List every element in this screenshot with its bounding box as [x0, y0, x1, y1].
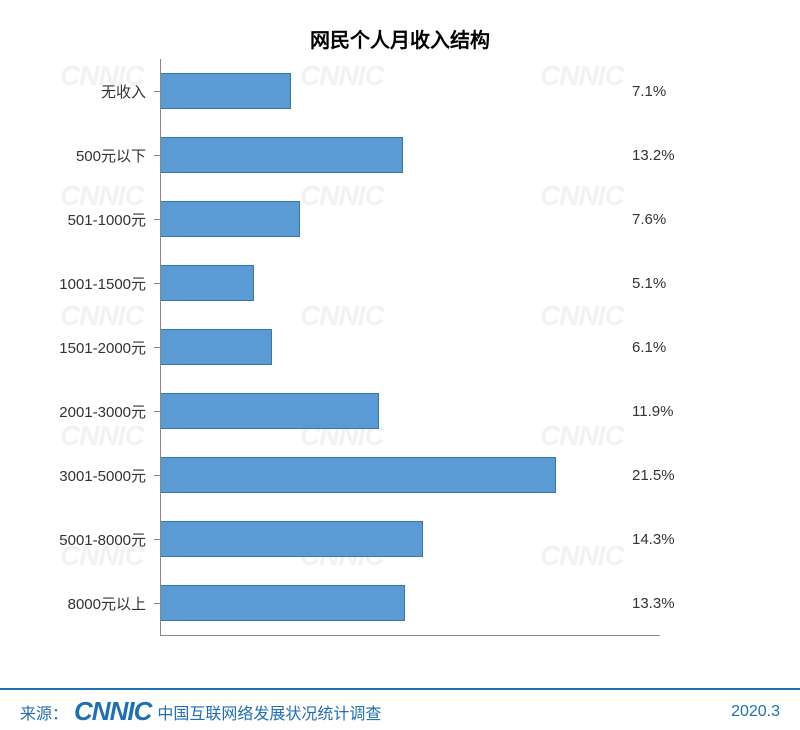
bar: [160, 585, 405, 621]
bar: [160, 329, 272, 365]
y-tick: [154, 603, 160, 604]
y-tick: [154, 475, 160, 476]
category-label: 501-1000元: [0, 209, 160, 230]
y-tick: [154, 347, 160, 348]
value-label: 5.1%: [620, 275, 666, 292]
y-tick: [154, 283, 160, 284]
footer: 来源： CNNIC 中国互联网络发展状况统计调查 2020.3: [0, 688, 800, 727]
bar: [160, 521, 423, 557]
bar: [160, 457, 556, 493]
bar-row: 无收入 7.1%: [0, 73, 800, 109]
chart-area: 无收入 7.1% 500元以下 13.2% 501-1000元 7.6% 1001-1500…: [0, 73, 800, 621]
y-tick: [154, 539, 160, 540]
bar-row: 500元以下 13.2%: [0, 137, 800, 173]
bar: [160, 201, 300, 237]
bar: [160, 137, 403, 173]
chart-title: 网民个人月收入结构: [0, 0, 800, 53]
y-tick: [154, 155, 160, 156]
bar-row: 8000元以上 13.3%: [0, 585, 800, 621]
bar: [160, 73, 291, 109]
value-label: 13.3%: [620, 595, 675, 612]
value-label: 7.6%: [620, 211, 666, 228]
y-tick: [154, 91, 160, 92]
bar-row: 3001-5000元 21.5%: [0, 457, 800, 493]
cnnic-logo: CNNIC: [74, 696, 151, 727]
category-label: 3001-5000元: [0, 465, 160, 486]
bar-row: 1001-1500元 5.1%: [0, 265, 800, 301]
value-label: 21.5%: [620, 467, 675, 484]
source-description: 中国互联网络发展状况统计调查: [157, 700, 381, 724]
bar: [160, 265, 254, 301]
source-label: 来源：: [20, 700, 68, 724]
bar: [160, 393, 379, 429]
x-axis: [160, 635, 660, 636]
value-label: 13.2%: [620, 147, 675, 164]
category-label: 2001-3000元: [0, 401, 160, 422]
bar-row: 1501-2000元 6.1%: [0, 329, 800, 365]
y-tick: [154, 219, 160, 220]
value-label: 14.3%: [620, 531, 675, 548]
bar-row: 2001-3000元 11.9%: [0, 393, 800, 429]
y-axis: [160, 59, 161, 635]
report-date: 2020.3: [731, 703, 780, 721]
category-label: 8000元以上: [0, 593, 160, 614]
value-label: 6.1%: [620, 339, 666, 356]
value-label: 11.9%: [620, 403, 673, 420]
y-tick: [154, 411, 160, 412]
bar-row: 501-1000元 7.6%: [0, 201, 800, 237]
category-label: 1001-1500元: [0, 273, 160, 294]
value-label: 7.1%: [620, 83, 666, 100]
category-label: 5001-8000元: [0, 529, 160, 550]
category-label: 500元以下: [0, 145, 160, 166]
bar-row: 5001-8000元 14.3%: [0, 521, 800, 557]
category-label: 无收入: [0, 81, 160, 102]
category-label: 1501-2000元: [0, 337, 160, 358]
